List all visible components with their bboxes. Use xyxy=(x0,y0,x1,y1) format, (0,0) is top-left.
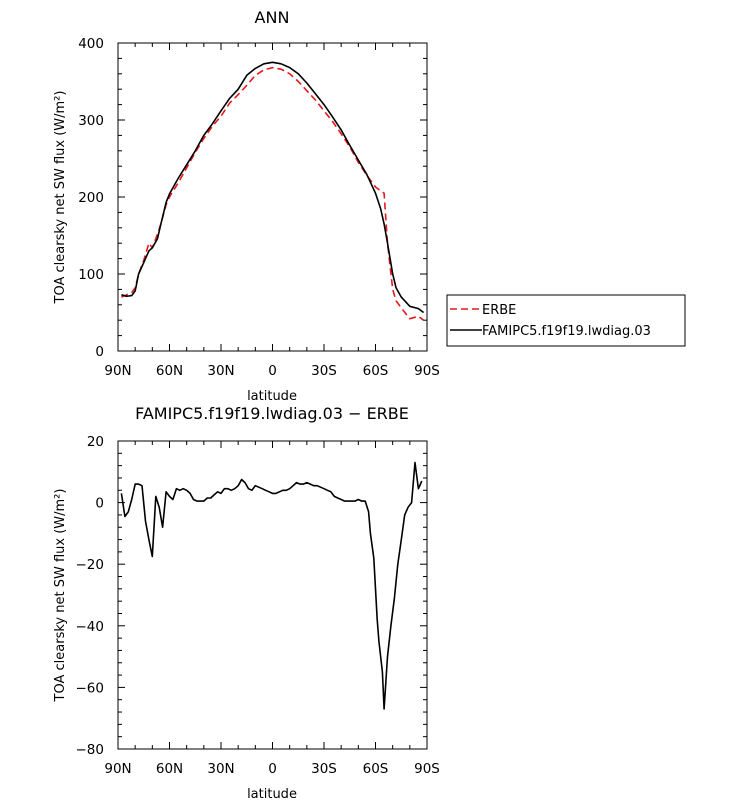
top-chart-title: ANN xyxy=(255,8,290,27)
top-y-tick-label: 100 xyxy=(78,267,104,283)
top-x-tick-label: 0 xyxy=(268,363,277,379)
bottom-panel: FAMIPC5.f19f19.lwdiag.03 − ERBE TOA clea… xyxy=(53,404,440,802)
top-y-tick-label: 0 xyxy=(95,344,104,360)
bottom-x-tick-label: 60N xyxy=(156,761,183,777)
legend-label-erbe: ERBE xyxy=(482,303,516,318)
top-x-tick-label: 90S xyxy=(414,363,440,379)
bottom-y-tick-label: −60 xyxy=(76,680,105,696)
bottom-y-axis-label: TOA clearsky net SW flux (W/m²) xyxy=(53,489,68,703)
bottom-plot-frame xyxy=(117,440,428,750)
bottom-y-tick-label: 20 xyxy=(87,434,104,450)
top-x-tick-label: 30S xyxy=(311,363,337,379)
legend-box xyxy=(446,294,686,347)
top-series-line-erbe xyxy=(121,66,425,321)
bottom-chart-title: FAMIPC5.f19f19.lwdiag.03 − ERBE xyxy=(135,404,409,423)
legend-label-model: FAMIPC5.f19f19.lwdiag.03 xyxy=(482,324,651,339)
top-series-group xyxy=(121,61,425,321)
bottom-series-group xyxy=(120,461,423,710)
bottom-x-axis-label: latitude xyxy=(247,787,297,802)
bottom-series-line-0 xyxy=(120,461,423,710)
bottom-x-tick-label: 60S xyxy=(363,761,389,777)
bottom-x-tick-label: 30S xyxy=(311,761,337,777)
bottom-y-tick-label: −20 xyxy=(76,557,105,573)
top-x-axis-label: latitude xyxy=(247,389,297,404)
top-x-tick-label: 30N xyxy=(207,363,234,379)
top-y-tick-label: 400 xyxy=(78,36,104,52)
top-x-tick-label: 90N xyxy=(104,363,131,379)
bottom-x-tick-label: 30N xyxy=(207,761,234,777)
bottom-y-tick-label: −40 xyxy=(76,619,105,635)
top-y-tick-label: 300 xyxy=(78,113,104,129)
top-plot-frame xyxy=(117,42,428,352)
top-x-tick-label: 60N xyxy=(156,363,183,379)
bottom-x-tick-label: 0 xyxy=(268,761,277,777)
bottom-ticks-group: 90N 60N 30N 0 30S 60S 90S −80 −60 −40 −20 0 20 xyxy=(76,434,440,777)
bottom-x-tick-label: 90S xyxy=(414,761,440,777)
top-y-axis-label: TOA clearsky net SW flux (W/m²) xyxy=(53,91,68,305)
legend: ERBE FAMIPC5.f19f19.lwdiag.03 xyxy=(446,294,686,347)
bottom-x-tick-label: 90N xyxy=(104,761,131,777)
top-x-tick-label: 60S xyxy=(363,363,389,379)
top-ticks-group: 90N 60N 30N 0 30S 60S 90S 0 100 200 300 400 xyxy=(78,36,440,379)
bottom-y-tick-label: −80 xyxy=(76,742,105,758)
top-y-tick-label: 200 xyxy=(78,190,104,206)
top-panel: ANN TOA clearsky net SW flux (W/m²) lati… xyxy=(53,8,440,404)
bottom-y-tick-label: 0 xyxy=(95,496,104,512)
top-series-line-famipc5-f19f19-lwdiag-03 xyxy=(121,61,425,314)
